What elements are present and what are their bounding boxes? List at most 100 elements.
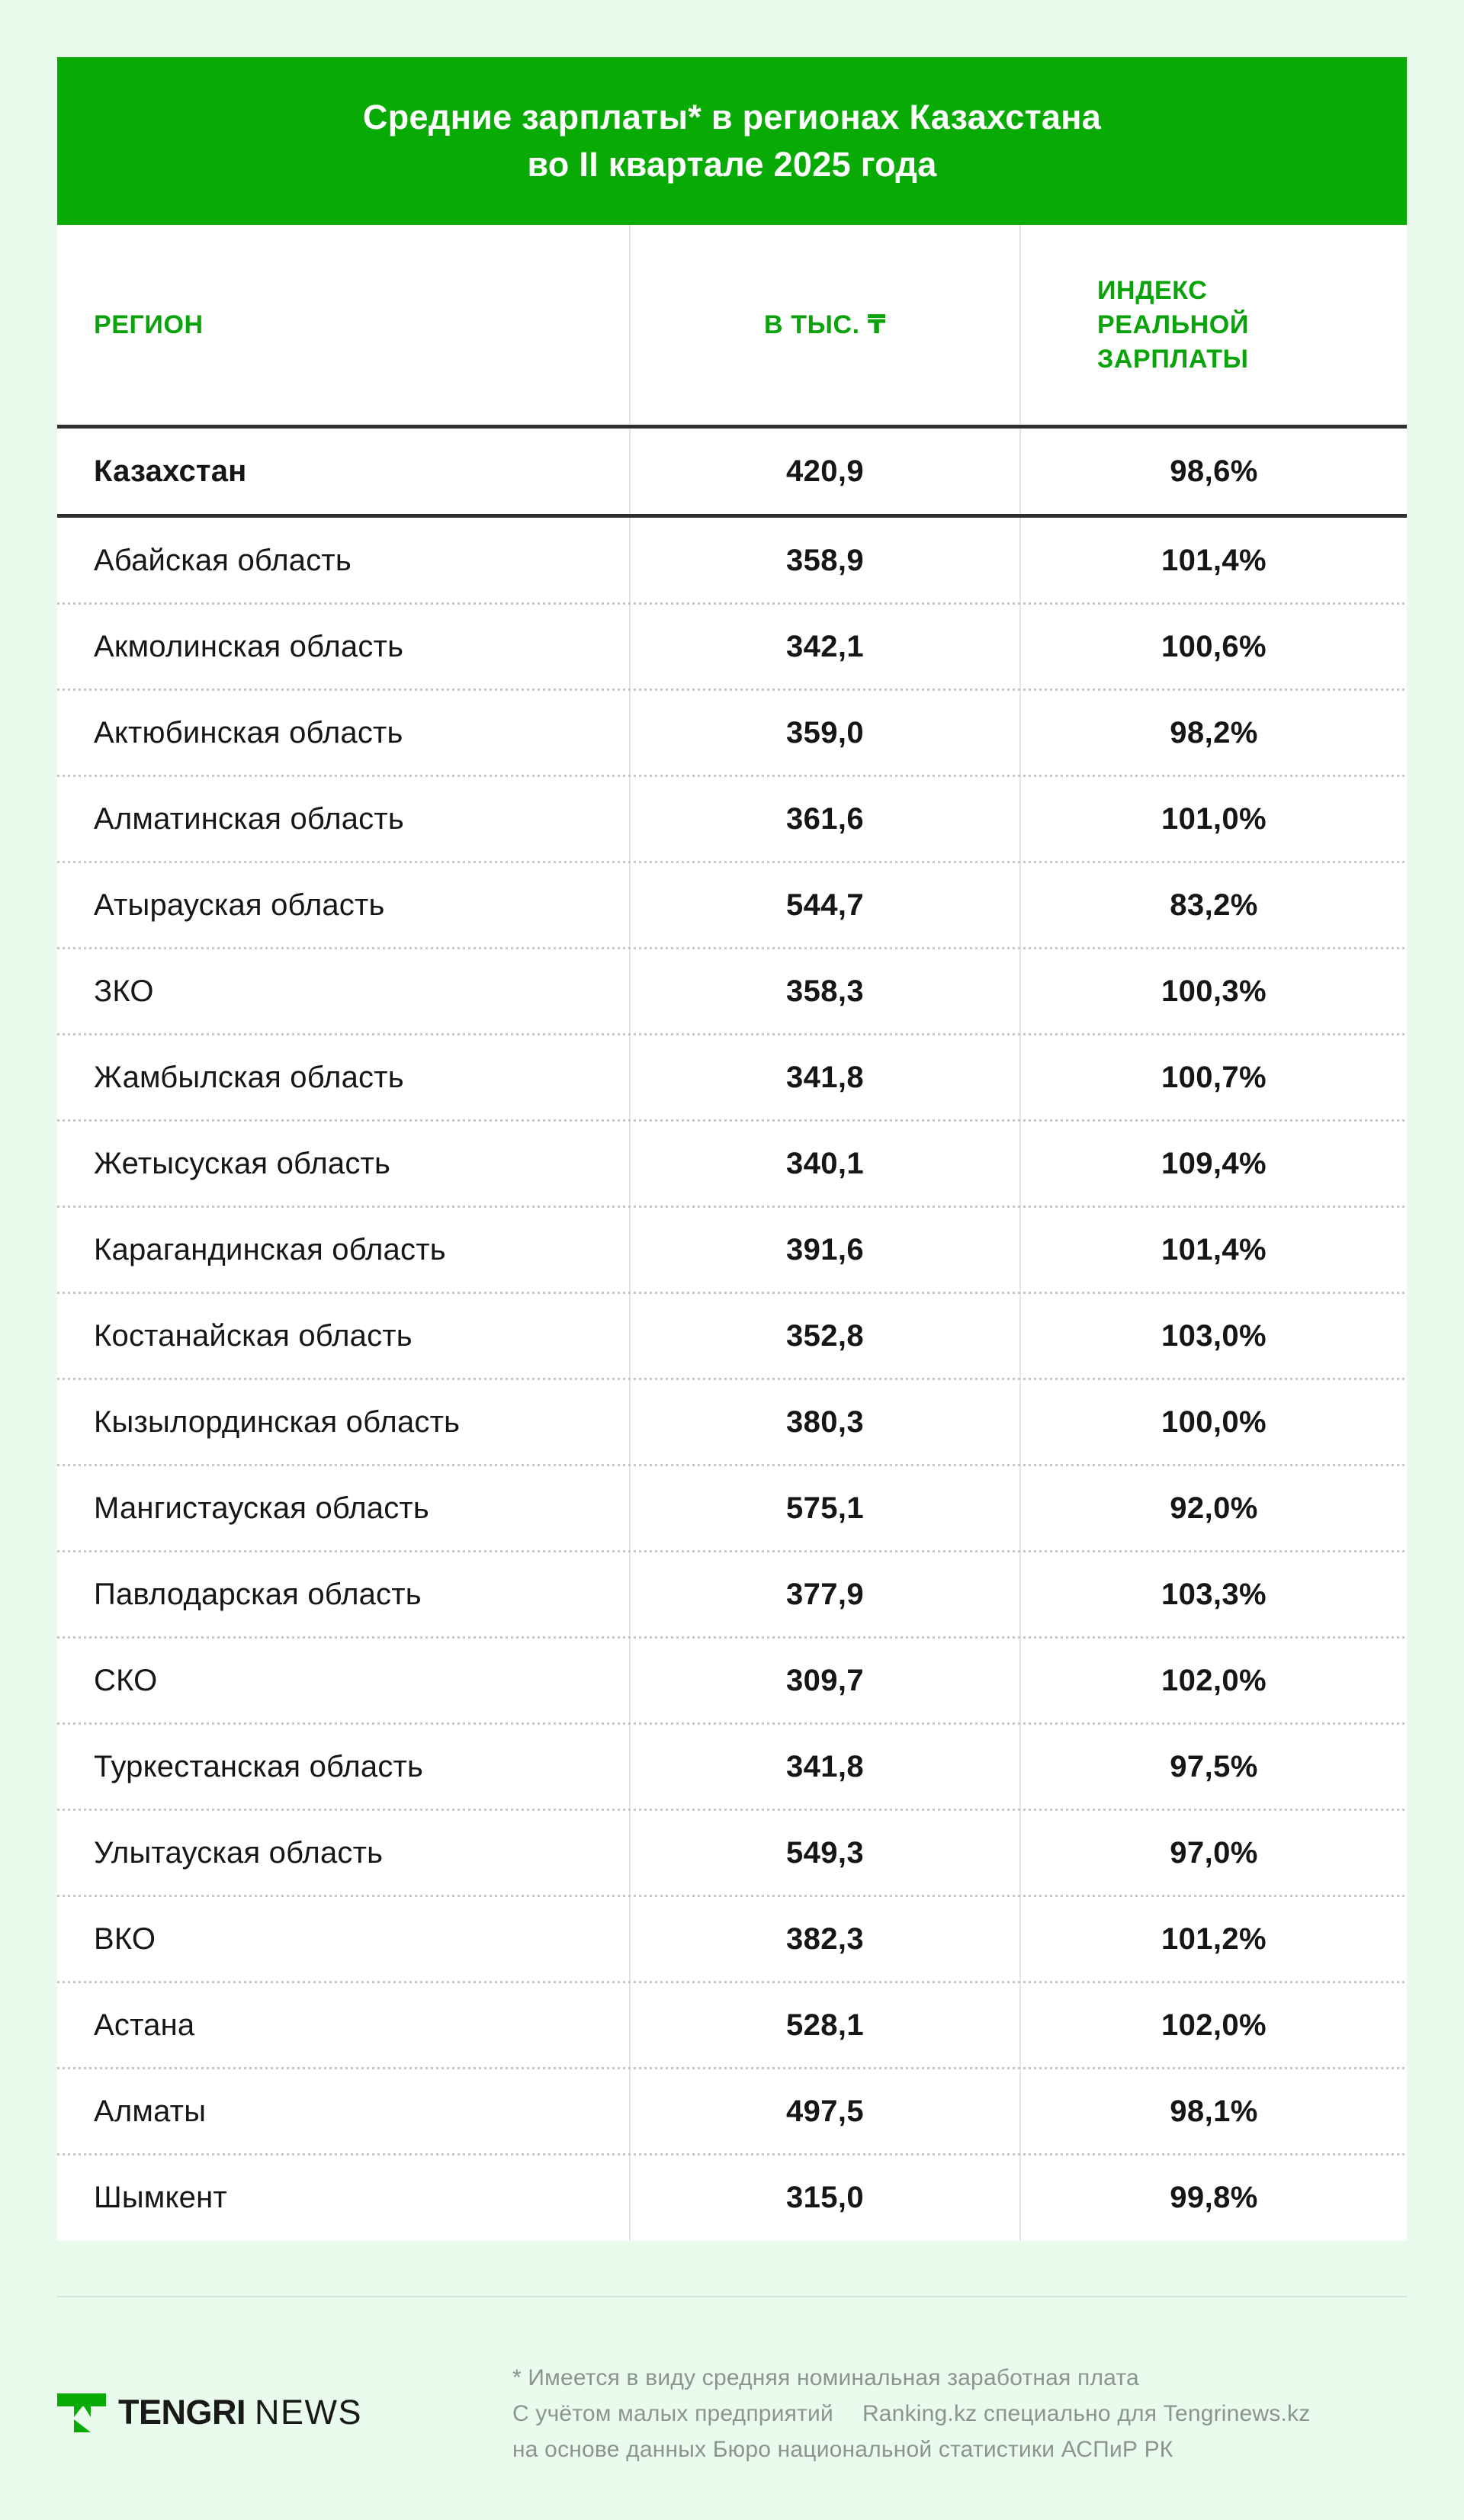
footer: TENGRI NEWS * Имеется в виду средняя номи… (57, 2358, 1407, 2488)
region-name: Улытауская область (94, 1836, 384, 1870)
region-name: Атырауская область (94, 888, 385, 922)
table-row: Жетысуская область 340,1 109,4% (57, 1119, 1407, 1207)
salary-value: 380,3 (629, 1379, 1019, 1465)
real-wage-index: 101,0% (1019, 776, 1407, 862)
brand-logo: TENGRI NEWS (57, 2393, 362, 2432)
region-name: Жамбылская область (94, 1061, 404, 1094)
salary-value: 528,1 (629, 1982, 1019, 2069)
region-name: СКО (94, 1664, 158, 1697)
real-wage-index: 98,1% (1019, 2069, 1407, 2155)
real-wage-index: 92,0% (1019, 1465, 1407, 1552)
real-wage-index: 100,6% (1019, 604, 1407, 690)
region-name: Мангистауская область (94, 1491, 429, 1525)
salary-value: 342,1 (629, 604, 1019, 690)
table-row: Туркестанская область 341,8 97,5% (57, 1722, 1407, 1810)
real-wage-index: 100,7% (1019, 1035, 1407, 1121)
region-name: Алматинская область (94, 802, 404, 836)
real-wage-index: 83,2% (1019, 862, 1407, 949)
tengri-flag-icon (57, 2393, 106, 2432)
salary-value: 361,6 (629, 776, 1019, 862)
table-row: Атырауская область 544,7 83,2% (57, 861, 1407, 949)
salary-value: 497,5 (629, 2069, 1019, 2155)
salary-value: 420,9 (629, 429, 1019, 514)
salary-value: 391,6 (629, 1207, 1019, 1293)
real-wage-index: 101,4% (1019, 1207, 1407, 1293)
column-header-index: ИНДЕКС РЕАЛЬНОЙ ЗАРПЛАТЫ (1019, 225, 1407, 425)
region-name: ЗКО (94, 974, 154, 1008)
column-header-salary: В ТЫС. ₸ (629, 225, 1019, 425)
salary-table: РЕГИОН В ТЫС. ₸ ИНДЕКС РЕАЛЬНОЙ ЗАРПЛАТЫ… (57, 225, 1407, 2241)
footnote-line-2b: Ranking.kz специально для Tengrinews.kz (862, 2401, 1311, 2426)
region-name: Казахстан (94, 454, 247, 488)
salary-value: 377,9 (629, 1552, 1019, 1638)
brand-name-regular: NEWS (255, 2393, 363, 2432)
region-name: Абайская область (94, 544, 352, 577)
region-name: Шымкент (94, 2181, 227, 2214)
column-header-region: РЕГИОН (94, 310, 204, 339)
table-row: Акмолинская область 342,1 100,6% (57, 602, 1407, 690)
real-wage-index: 103,0% (1019, 1293, 1407, 1379)
table-row: Павлодарская область 377,9 103,3% (57, 1550, 1407, 1638)
salary-value: 341,8 (629, 1035, 1019, 1121)
table-row: Алматы 497,5 98,1% (57, 2067, 1407, 2155)
region-name: Карагандинская область (94, 1233, 446, 1266)
title-line-1: Средние зарплаты* в регионах Казахстана (362, 98, 1102, 136)
real-wage-index: 102,0% (1019, 1982, 1407, 2069)
brand-name: TENGRI NEWS (118, 2393, 362, 2432)
table-row: ВКО 382,3 101,2% (57, 1895, 1407, 1982)
region-name: ВКО (94, 1922, 156, 1956)
table-row: Кызылординская область 380,3 100,0% (57, 1378, 1407, 1465)
brand-name-bold: TENGRI (118, 2393, 246, 2432)
title-line-2: во II квартале 2025 года (527, 145, 937, 184)
salary-value: 382,3 (629, 1896, 1019, 1982)
footer-divider (57, 2296, 1407, 2297)
real-wage-index: 101,4% (1019, 518, 1407, 604)
salary-value: 549,3 (629, 1810, 1019, 1896)
real-wage-index: 103,3% (1019, 1552, 1407, 1638)
salary-value: 358,3 (629, 949, 1019, 1035)
salary-value: 341,8 (629, 1724, 1019, 1810)
real-wage-index: 102,0% (1019, 1638, 1407, 1724)
region-name: Павлодарская область (94, 1578, 422, 1611)
real-wage-index: 98,6% (1019, 429, 1407, 514)
footnote-line-2a: С учётом малых предприятий (512, 2401, 833, 2426)
salary-value: 358,9 (629, 518, 1019, 604)
table-row: Костанайская область 352,8 103,0% (57, 1292, 1407, 1379)
real-wage-index: 100,0% (1019, 1379, 1407, 1465)
footnote: * Имеется в виду средняя номинальная зар… (512, 2360, 1310, 2467)
table-row: Актюбинская область 359,0 98,2% (57, 689, 1407, 776)
salary-value: 309,7 (629, 1638, 1019, 1724)
table-row: СКО 309,7 102,0% (57, 1636, 1407, 1724)
region-name: Костанайская область (94, 1319, 413, 1353)
table-row: Казахстан 420,9 98,6% (57, 425, 1407, 518)
salary-value: 359,0 (629, 690, 1019, 776)
table-row: Жамбылская область 341,8 100,7% (57, 1033, 1407, 1121)
title-banner: Средние зарплаты* в регионах Казахстана … (57, 57, 1407, 225)
footnote-line-1: * Имеется в виду средняя номинальная зар… (512, 2365, 1139, 2390)
table-row: Мангистауская область 575,1 92,0% (57, 1464, 1407, 1552)
salary-value: 544,7 (629, 862, 1019, 949)
real-wage-index: 97,0% (1019, 1810, 1407, 1896)
infographic-card: Средние зарплаты* в регионах Казахстана … (57, 57, 1407, 2488)
region-name: Туркестанская область (94, 1750, 424, 1783)
table-row: Карагандинская область 391,6 101,4% (57, 1205, 1407, 1293)
table-row: Шымкент 315,0 99,8% (57, 2153, 1407, 2241)
real-wage-index: 101,2% (1019, 1896, 1407, 1982)
table-row: Улытауская область 549,3 97,0% (57, 1809, 1407, 1896)
region-name: Кызылординская область (94, 1405, 461, 1439)
real-wage-index: 98,2% (1019, 690, 1407, 776)
table-row: Абайская область 358,9 101,4% (57, 518, 1407, 604)
table-body: Казахстан 420,9 98,6% Абайская область 3… (57, 425, 1407, 2241)
real-wage-index: 100,3% (1019, 949, 1407, 1035)
salary-value: 315,0 (629, 2155, 1019, 2241)
region-name: Астана (94, 2008, 195, 2042)
footnote-line-2: С учётом малых предприятий Ranking.kz спе… (512, 2396, 1310, 2432)
real-wage-index: 109,4% (1019, 1121, 1407, 1207)
real-wage-index: 99,8% (1019, 2155, 1407, 2241)
real-wage-index: 97,5% (1019, 1724, 1407, 1810)
table-row: ЗКО 358,3 100,3% (57, 947, 1407, 1035)
salary-value: 352,8 (629, 1293, 1019, 1379)
salary-value: 575,1 (629, 1465, 1019, 1552)
region-name: Алматы (94, 2095, 207, 2128)
